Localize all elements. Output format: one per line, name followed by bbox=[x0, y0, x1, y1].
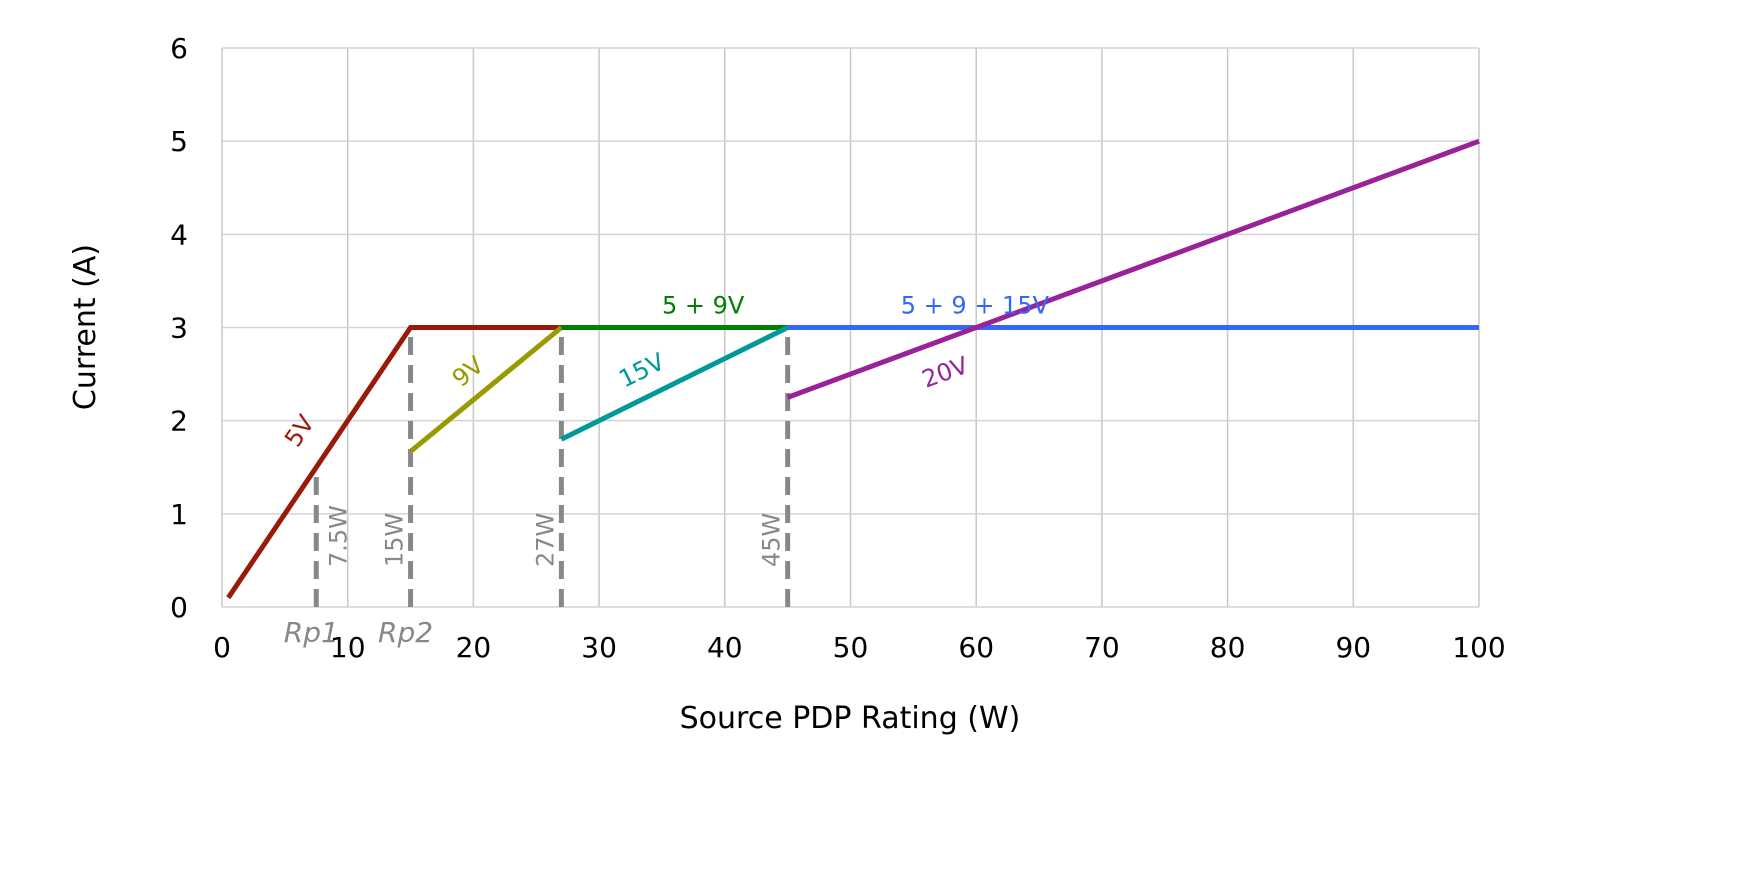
series-label: 5 + 9 + 15V bbox=[901, 292, 1050, 320]
x-tick-label: 70 bbox=[1084, 631, 1120, 664]
y-tick-label: 0 bbox=[170, 591, 188, 624]
series-line bbox=[786, 138, 1480, 400]
x-tick-label: 80 bbox=[1210, 631, 1246, 664]
x-tick-label: 40 bbox=[707, 631, 743, 664]
series-label: 20V bbox=[918, 351, 972, 394]
series-label: 5V bbox=[279, 410, 320, 452]
y-tick-label: 3 bbox=[170, 312, 188, 345]
x-tick-label: 0 bbox=[213, 631, 231, 664]
x-tick-label: 10 bbox=[330, 631, 366, 664]
series-label: 15V bbox=[614, 347, 669, 393]
series-label: 5 + 9V bbox=[662, 292, 745, 320]
y-axis-label: Current (A) bbox=[68, 244, 103, 410]
series-lines bbox=[226, 138, 1480, 600]
y-tick-label: 1 bbox=[170, 498, 188, 531]
series-line bbox=[560, 325, 789, 442]
marker-label: 45W bbox=[758, 513, 786, 567]
x-tick-label: 100 bbox=[1452, 631, 1505, 664]
y-tick-label: 6 bbox=[170, 32, 188, 65]
marker-label: 7.5W bbox=[324, 505, 352, 567]
y-tick-label: 2 bbox=[170, 405, 188, 438]
marker-lines: 7.5W Rp1 15W Rp2 27W 45W bbox=[284, 327, 791, 649]
series-line bbox=[408, 325, 563, 454]
marker-sublabel: Rp1 bbox=[284, 616, 339, 649]
marker-sublabel: Rp2 bbox=[378, 616, 433, 649]
x-tick-label: 50 bbox=[833, 631, 869, 664]
x-tick-label: 60 bbox=[958, 631, 994, 664]
y-tick-label: 4 bbox=[170, 218, 188, 251]
x-axis-label: Source PDP Rating (W) bbox=[680, 701, 1021, 736]
tick-labels: 0 10 20 30 40 50 60 70 80 90 100 0 1 2 3 4 5 6 bbox=[170, 32, 1506, 664]
marker-label: 15W bbox=[381, 513, 409, 567]
series-label: 9V bbox=[447, 351, 490, 393]
marker-label: 27W bbox=[531, 513, 559, 567]
x-tick-label: 30 bbox=[581, 631, 617, 664]
series-labels: 5V 9V 5 + 9V 15V 5 + 9 + 15V 20V bbox=[279, 292, 1049, 452]
x-tick-label: 90 bbox=[1335, 631, 1371, 664]
x-tick-label: 20 bbox=[456, 631, 492, 664]
y-tick-label: 5 bbox=[170, 125, 188, 158]
series-line bbox=[226, 325, 562, 600]
